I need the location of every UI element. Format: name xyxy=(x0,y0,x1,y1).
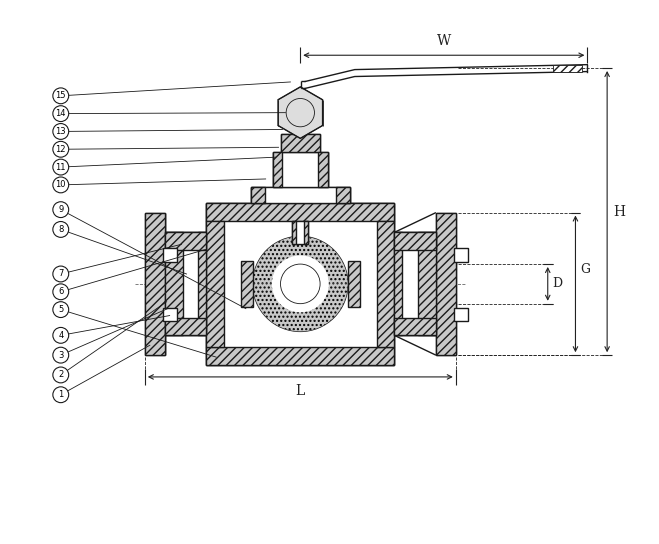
Text: 14: 14 xyxy=(55,109,66,118)
Bar xyxy=(163,248,177,262)
Wedge shape xyxy=(253,236,348,284)
Text: 12: 12 xyxy=(55,145,66,154)
Circle shape xyxy=(53,327,69,343)
Circle shape xyxy=(53,284,69,300)
Text: 3: 3 xyxy=(58,351,63,360)
Circle shape xyxy=(53,387,69,403)
Text: 11: 11 xyxy=(55,163,66,171)
Circle shape xyxy=(53,367,69,383)
Circle shape xyxy=(53,159,69,175)
Bar xyxy=(453,308,468,322)
Text: L: L xyxy=(296,384,305,398)
Bar xyxy=(165,232,206,335)
Text: D: D xyxy=(553,277,563,290)
Bar xyxy=(241,261,253,307)
Text: 4: 4 xyxy=(58,331,63,340)
Bar xyxy=(206,220,224,347)
Bar xyxy=(394,232,436,335)
Bar xyxy=(318,152,328,187)
Text: 9: 9 xyxy=(58,205,63,214)
Bar xyxy=(376,220,394,347)
Bar xyxy=(251,187,265,203)
Circle shape xyxy=(53,302,69,318)
Bar xyxy=(348,261,360,307)
Bar xyxy=(281,134,320,152)
Text: 15: 15 xyxy=(55,91,66,100)
Bar xyxy=(165,232,206,250)
Bar xyxy=(394,318,436,335)
Text: 2: 2 xyxy=(58,370,63,379)
Bar xyxy=(206,347,394,365)
Circle shape xyxy=(53,141,69,157)
Bar xyxy=(394,232,436,250)
Text: 13: 13 xyxy=(55,127,66,136)
Bar xyxy=(336,187,350,203)
Bar xyxy=(206,203,394,365)
Circle shape xyxy=(53,266,69,282)
Bar xyxy=(198,232,206,335)
Circle shape xyxy=(253,236,348,331)
Text: 7: 7 xyxy=(58,269,63,279)
Text: 10: 10 xyxy=(55,181,66,189)
Text: W: W xyxy=(437,34,451,48)
Bar xyxy=(293,220,308,244)
Circle shape xyxy=(53,202,69,218)
Bar xyxy=(165,318,206,335)
Text: 5: 5 xyxy=(58,305,63,314)
Text: H: H xyxy=(613,205,625,219)
Circle shape xyxy=(286,98,314,127)
Bar xyxy=(163,308,177,322)
Circle shape xyxy=(53,106,69,121)
Bar xyxy=(273,152,283,187)
Circle shape xyxy=(53,88,69,104)
Circle shape xyxy=(281,264,320,304)
Text: 1: 1 xyxy=(58,390,63,399)
Bar xyxy=(145,213,165,355)
Text: 6: 6 xyxy=(58,287,63,296)
Bar xyxy=(281,264,320,304)
Bar xyxy=(394,232,402,335)
Bar xyxy=(206,203,394,220)
Wedge shape xyxy=(253,284,348,331)
Bar xyxy=(273,152,328,187)
Text: 8: 8 xyxy=(58,225,63,234)
Circle shape xyxy=(53,123,69,139)
Bar xyxy=(453,248,468,262)
Bar xyxy=(304,220,308,244)
Bar xyxy=(165,232,183,335)
Text: G: G xyxy=(581,263,590,275)
Bar xyxy=(251,187,350,203)
Polygon shape xyxy=(278,87,323,138)
Circle shape xyxy=(53,221,69,237)
Bar xyxy=(553,65,583,72)
Bar xyxy=(436,213,455,355)
Circle shape xyxy=(53,347,69,363)
Bar xyxy=(418,232,436,335)
Bar xyxy=(293,220,297,244)
Circle shape xyxy=(53,177,69,193)
